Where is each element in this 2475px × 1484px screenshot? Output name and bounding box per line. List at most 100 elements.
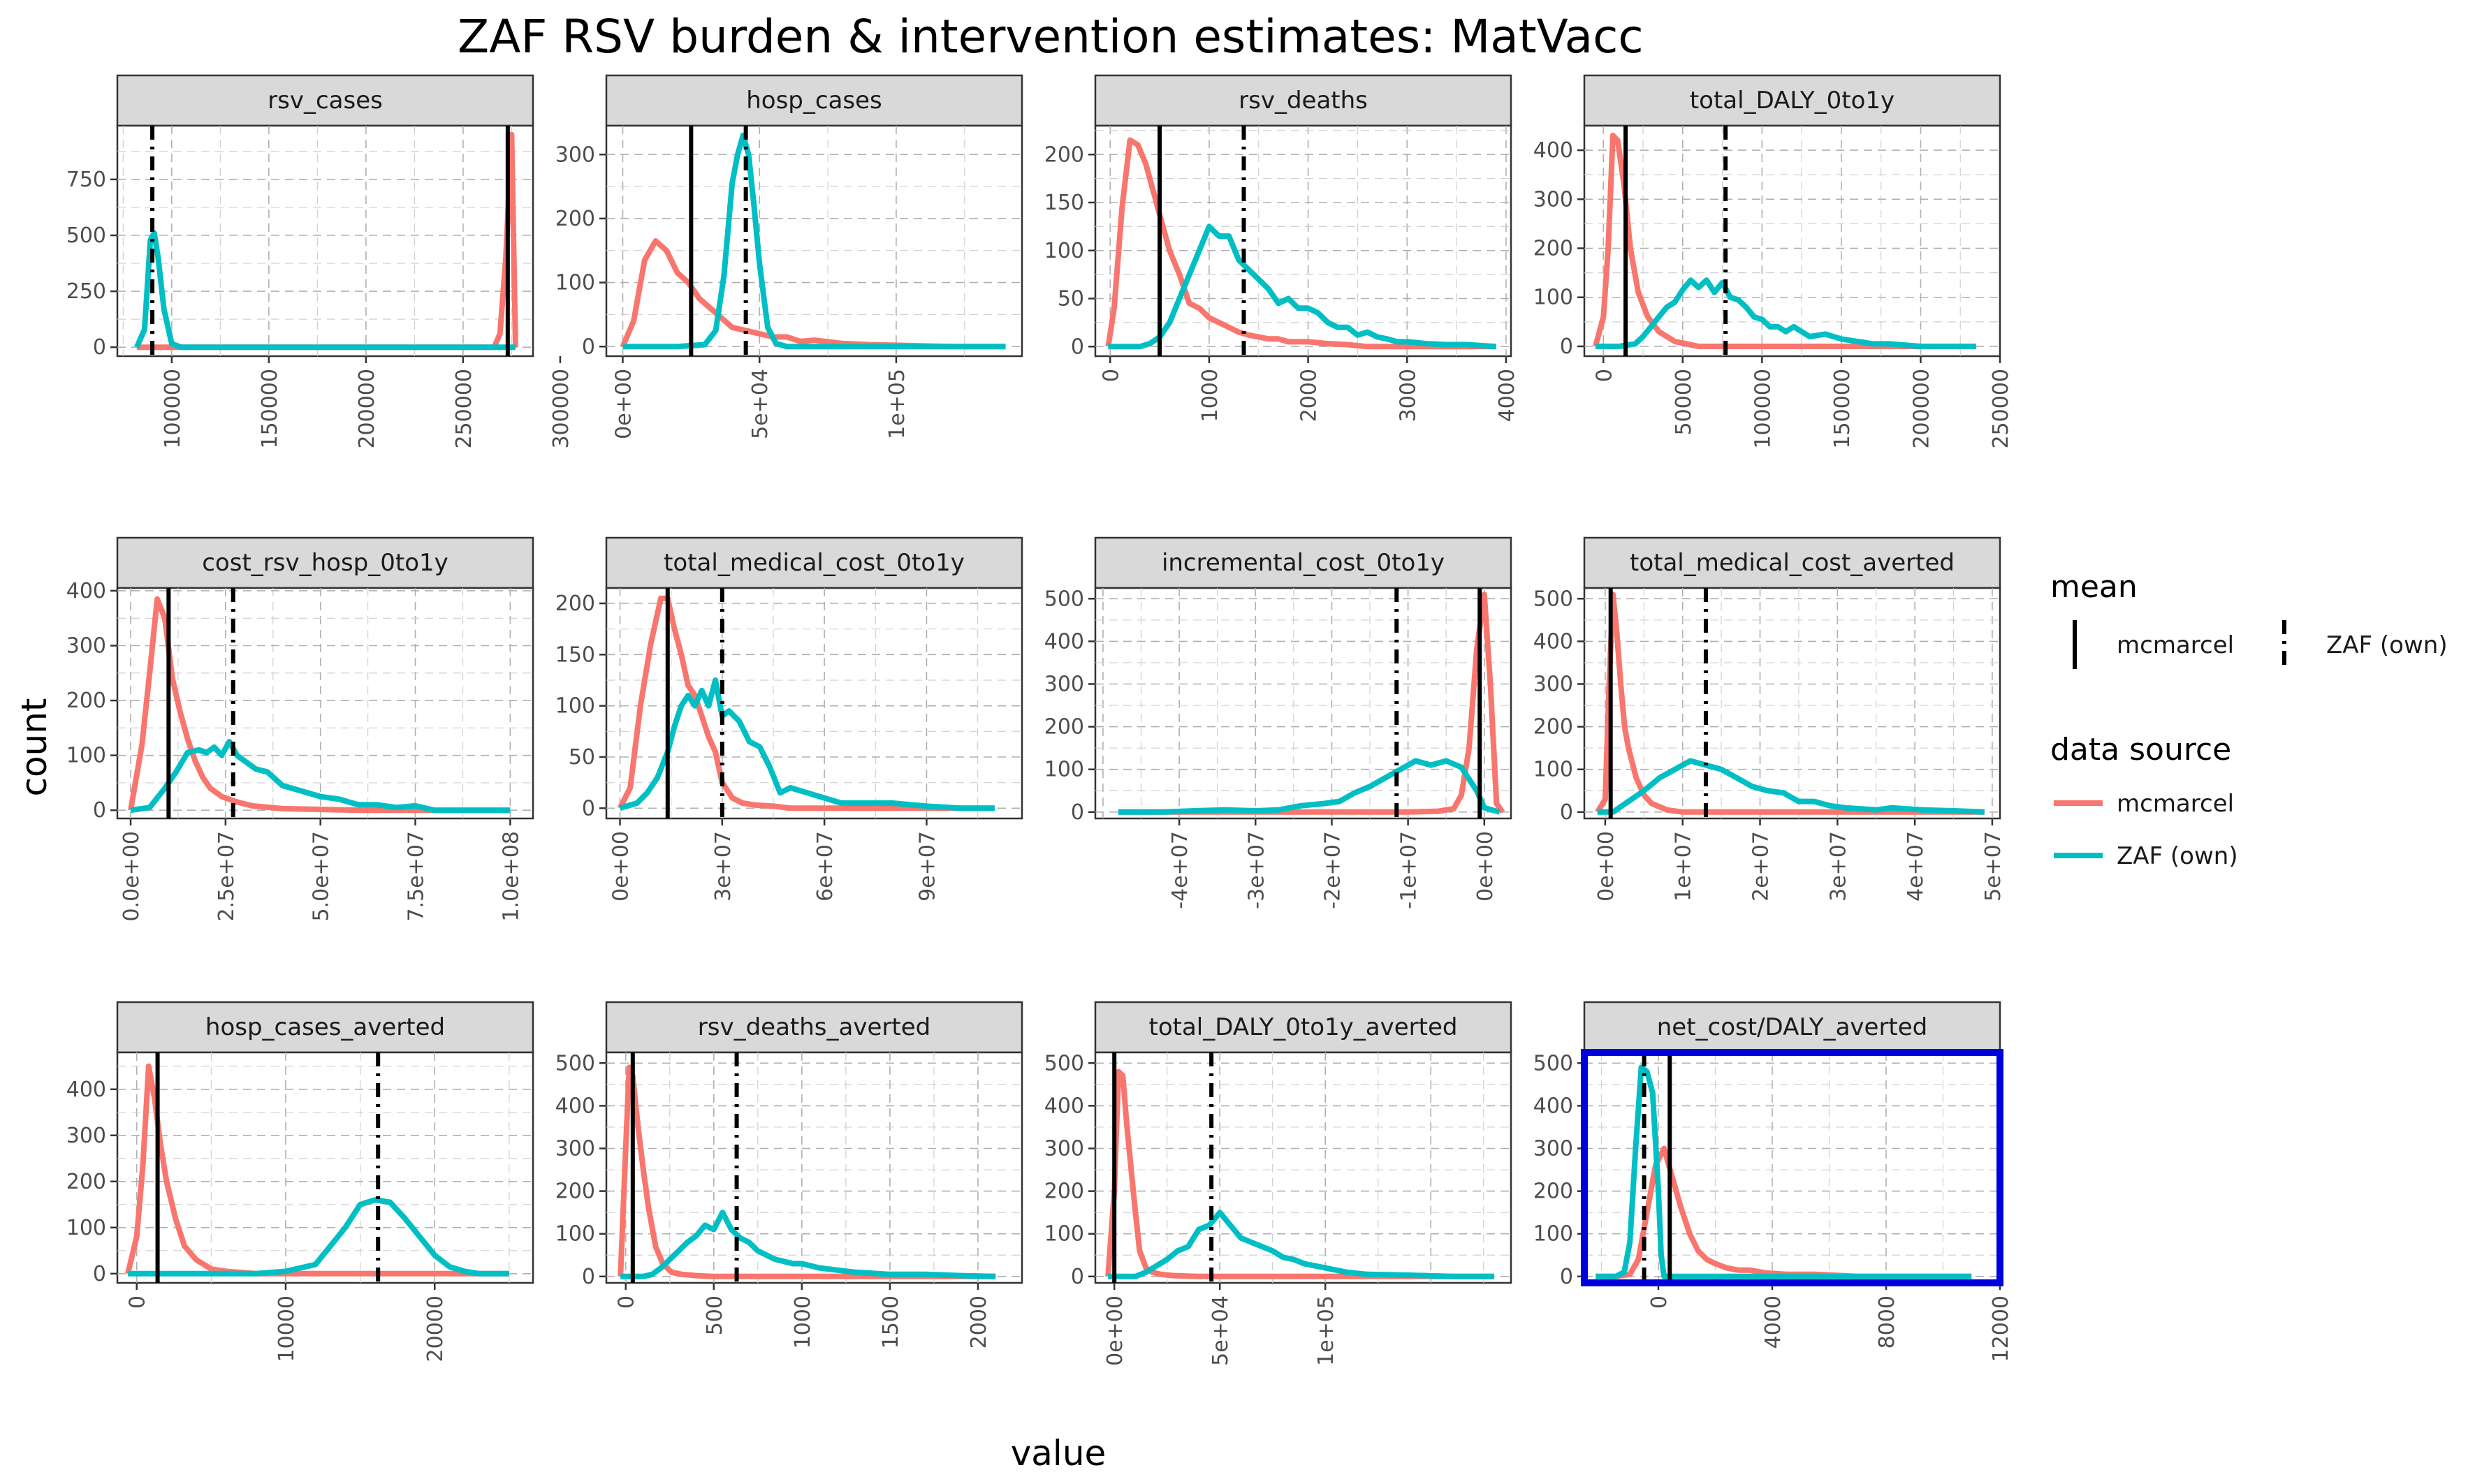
y-tick-label: 0 (1560, 1265, 1573, 1289)
series-group (620, 132, 1006, 350)
panel-total-medical-cost-0to1y: total_medical_cost_0to1y 0 50 100 150 200 0e+0… (555, 536, 1023, 902)
x-tick-label: 0.0e+00 (119, 831, 144, 921)
y-tick-label: 300 (66, 1124, 106, 1148)
series-line-zaf-own (1108, 223, 1497, 350)
x-tick-label: 150000 (1830, 369, 1855, 449)
series-line-zaf-own (622, 132, 1006, 350)
y-tick-label: 250 (66, 279, 106, 304)
x-tick-label: 7.5e+07 (404, 831, 429, 921)
legend-mean-label-zaf: ZAF (own) (2326, 631, 2448, 659)
y-tick-label: 200 (555, 1180, 595, 1204)
panel-hosp-cases: hosp_cases 0 100 200 300 0e+00 5e+04 1e+05 (555, 74, 1023, 439)
y-tick-label: 150 (555, 642, 595, 667)
strip-net-cost-daly-averted (1583, 1001, 2001, 1054)
x-tick-label: 50000 (1672, 369, 1696, 435)
y-axis-title: count (14, 698, 54, 796)
series-line-zaf-own (620, 1210, 996, 1279)
series-line-zaf-own (134, 230, 516, 351)
y-tick-label: 400 (66, 579, 106, 603)
gridlines (117, 1052, 533, 1283)
y-tick-label: 0 (1071, 1265, 1084, 1289)
y-tick-label: 300 (1533, 1137, 1573, 1161)
panel-rsv-cases: rsv_cases 0 250 500 750 100000 150000 200000 250… (66, 74, 574, 449)
series-line-zaf-own (619, 677, 995, 811)
gridlines (1584, 588, 2000, 818)
x-tick-label: -1e+07 (1397, 831, 1422, 909)
x-tick-label: 200000 (355, 369, 379, 449)
panel-title: rsv_deaths_averted (698, 1013, 930, 1041)
y-tick-label: 400 (1044, 629, 1084, 654)
series-group (1105, 137, 1497, 350)
legend-source-title: data source (2050, 732, 2231, 767)
y-tick-label: 100 (1044, 1222, 1084, 1247)
x-tick-label: 0e+00 (1594, 831, 1619, 902)
y-tick-label: 300 (1044, 673, 1084, 697)
series-group (1105, 1068, 1494, 1279)
x-tick-label: 0e+00 (1103, 1295, 1127, 1366)
series-line-zaf-own (1118, 758, 1501, 815)
strip-rsv-deaths (1094, 74, 1512, 127)
y-tick-label: 100 (1533, 758, 1573, 782)
x-tick-label: 1e+05 (1314, 1295, 1338, 1366)
y-tick-label: 300 (555, 142, 595, 167)
x-tick-label: 300000 (549, 369, 574, 449)
panel-area (605, 1051, 1023, 1284)
y-tick-label: 500 (1044, 1051, 1084, 1075)
x-tick-label: 250000 (1989, 369, 2013, 449)
y-tick-label: 0 (582, 335, 595, 359)
series-group (617, 595, 995, 811)
y-tick-label: 100 (555, 694, 595, 719)
x-tick-label: 20000 (423, 1295, 448, 1362)
x-tick-label: 0 (615, 1295, 639, 1309)
series-line-zaf-own (1596, 1064, 1972, 1279)
y-tick-label: 100 (1044, 239, 1084, 263)
y-tick-label: 300 (1533, 187, 1573, 212)
x-tick-label: 1e+05 (885, 369, 910, 439)
y-tick-label: 100 (1533, 1222, 1573, 1247)
x-tick-label: 6e+07 (813, 831, 838, 902)
y-tick-label: 50 (1058, 287, 1084, 311)
strip-cost-rsv-hosp-0to1y (116, 536, 534, 589)
x-tick-label: 100000 (161, 369, 185, 449)
x-tick-label: 1e+07 (1672, 831, 1696, 902)
y-tick-label: 200 (1533, 237, 1573, 261)
series-line-zaf-own (1108, 1210, 1494, 1279)
series-line-mcmarcel (1118, 592, 1505, 815)
strip-hosp-cases-averted (116, 1001, 534, 1054)
strip-incremental-cost-0to1y (1094, 536, 1512, 589)
gridlines (1095, 588, 1511, 818)
y-tick-label: 0 (1071, 335, 1084, 359)
panel-title: total_medical_cost_averted (1630, 549, 1955, 577)
panel-title: net_cost/DALY_averted (1657, 1013, 1928, 1041)
y-tick-label: 0 (1560, 800, 1573, 825)
x-tick-label: 10000 (275, 1295, 299, 1362)
legend: mean mcmarcel ZAF (own) data source mcma… (2050, 569, 2448, 870)
x-tick-label: 5e+07 (1981, 831, 2006, 902)
legend-mean-label-mcmarcel: mcmarcel (2117, 631, 2234, 659)
y-tick-label: 100 (66, 744, 106, 768)
series-group (1118, 592, 1505, 815)
x-tick-label: 12000 (1989, 1295, 2013, 1362)
y-tick-label: 750 (66, 168, 106, 192)
strip-total-daly-0to1y-averted (1094, 1001, 1512, 1054)
x-tick-label: 1500 (879, 1295, 903, 1349)
x-tick-label: 0e+00 (611, 369, 636, 439)
panel-hosp-cases-averted: hosp_cases_averted 0 100 200 300 400 0 10000 200… (66, 1001, 534, 1362)
x-tick-label: 0e+00 (1473, 831, 1498, 902)
x-tick-label: 2000 (967, 1295, 991, 1349)
x-tick-label: 1000 (791, 1295, 815, 1349)
x-tick-label: 2.5e+07 (214, 831, 239, 921)
y-tick-label: 100 (1044, 758, 1084, 782)
y-tick-label: 300 (66, 634, 106, 659)
panel-area (116, 124, 534, 358)
legend-mean-title: mean (2050, 569, 2138, 605)
panel-net-cost-daly-averted: net_cost/DALY_averted 0 100 200 300 400 500 0 40… (1533, 1001, 2013, 1362)
panel-incremental-cost-0to1y: incremental_cost_0to1y 0 100 200 300 400 500 -4… (1044, 536, 1512, 909)
series-group (1593, 133, 1976, 349)
x-tick-label: 8000 (1875, 1295, 1899, 1349)
x-tick-label: 4e+07 (1904, 831, 1928, 902)
y-tick-label: 400 (555, 1094, 595, 1118)
